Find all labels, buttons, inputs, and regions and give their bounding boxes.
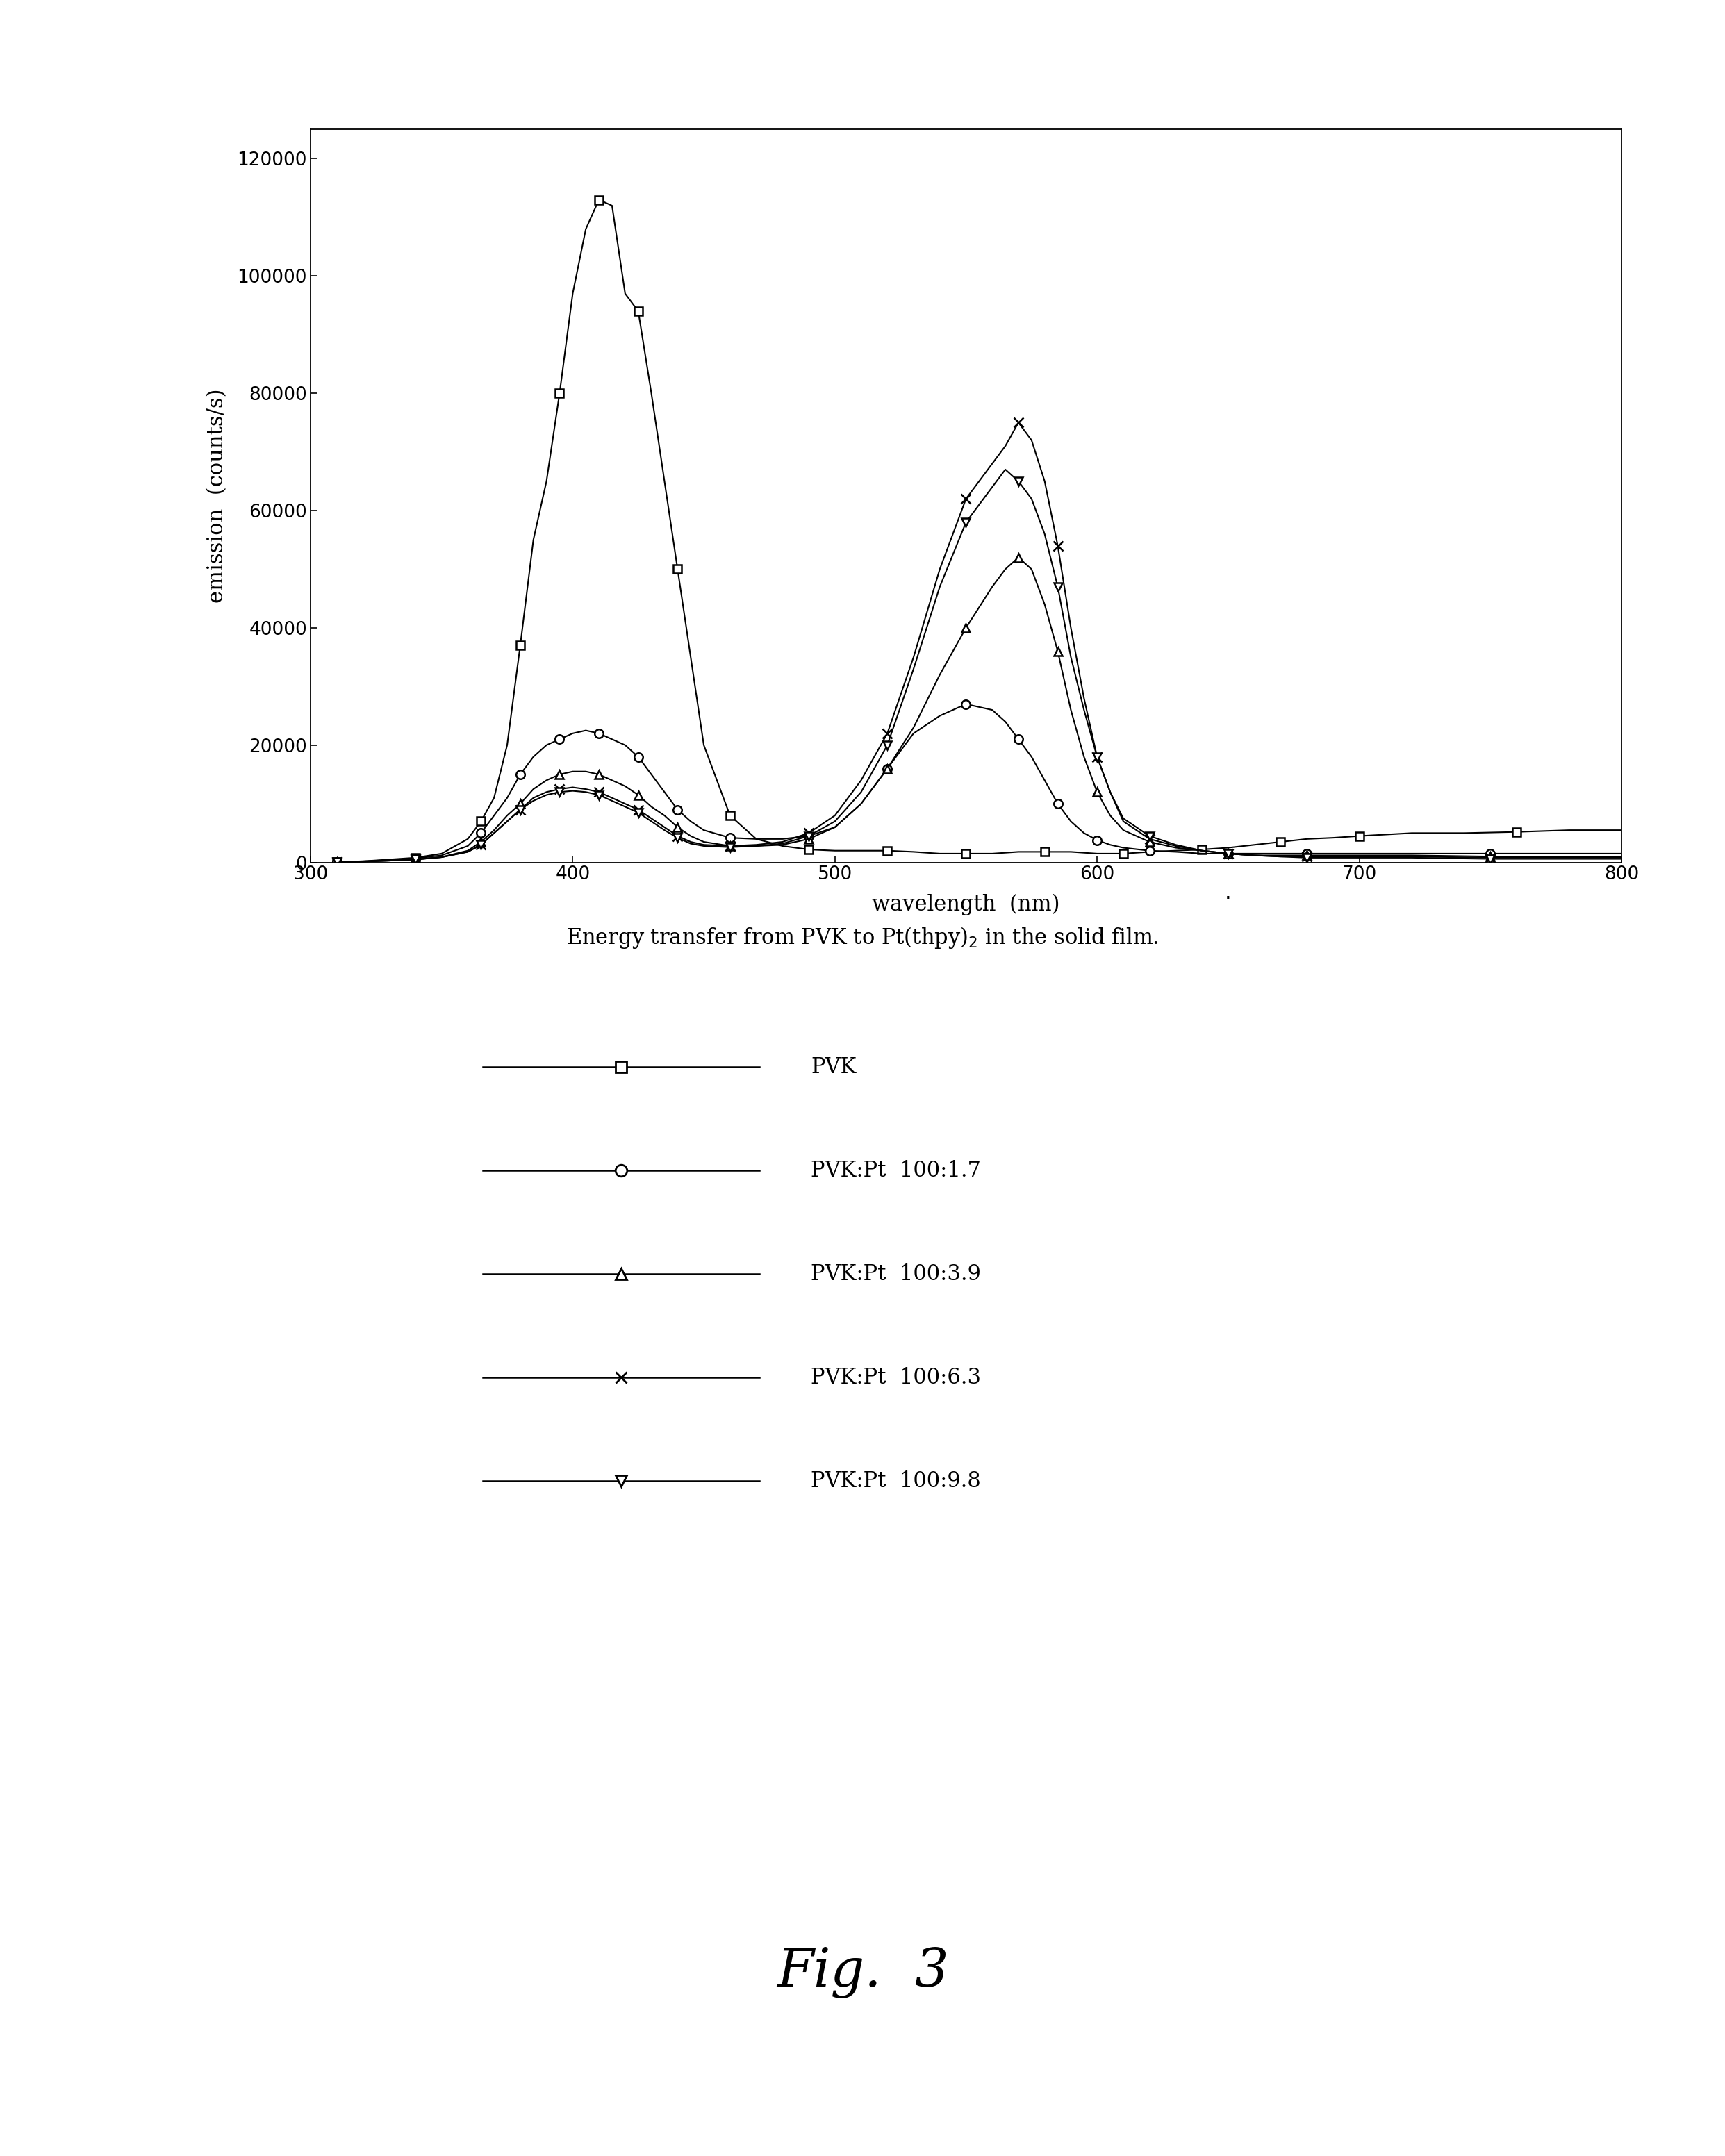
Y-axis label: emission  (counts/s): emission (counts/s) xyxy=(205,388,228,604)
Text: PVK:Pt  100:3.9: PVK:Pt 100:3.9 xyxy=(811,1263,982,1285)
X-axis label: wavelength  (nm): wavelength (nm) xyxy=(873,893,1059,914)
Text: PVK:Pt  100:6.3: PVK:Pt 100:6.3 xyxy=(811,1367,982,1388)
Text: ·: · xyxy=(1225,890,1232,910)
Text: Energy transfer from PVK to Pt(thpy)$_2$ in the solid film.: Energy transfer from PVK to Pt(thpy)$_2$… xyxy=(566,925,1159,951)
Text: PVK:Pt  100:9.8: PVK:Pt 100:9.8 xyxy=(811,1470,982,1492)
Text: PVK: PVK xyxy=(811,1056,856,1078)
Text: Fig.  3: Fig. 3 xyxy=(776,1947,949,1999)
Text: PVK:Pt  100:1.7: PVK:Pt 100:1.7 xyxy=(811,1160,982,1181)
